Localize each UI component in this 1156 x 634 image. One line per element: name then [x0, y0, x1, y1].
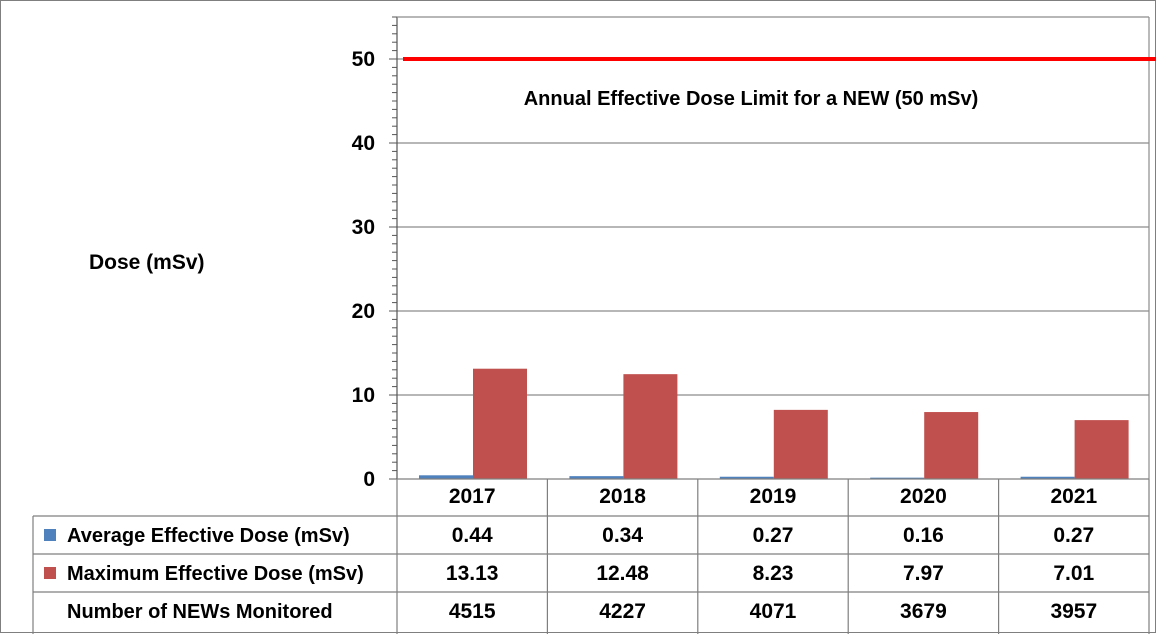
x-tick-label: 2019 — [750, 485, 797, 508]
bar-maximum-2020 — [924, 412, 979, 479]
y-tick-label: 40 — [352, 132, 375, 155]
bars — [419, 368, 1129, 479]
table-cell: 0.44 — [452, 524, 493, 547]
table-row-label: Number of NEWs Monitored — [67, 601, 333, 623]
table-cell: 13.13 — [446, 562, 499, 585]
bar-maximum-2019 — [773, 409, 828, 479]
table-cell: 0.27 — [753, 524, 794, 547]
table-cell: 12.48 — [596, 562, 649, 585]
table-cell: 4227 — [599, 600, 646, 623]
data-table: 2017 2018 2019 2020 2021 Average Effective Do… — [32, 478, 1150, 634]
bar-maximum-2017 — [473, 368, 527, 479]
bar-maximum-2021 — [1074, 420, 1129, 479]
bar-average-2021 — [1020, 476, 1075, 479]
x-tick-label: 2017 — [449, 485, 496, 508]
table-cell: 3679 — [900, 600, 947, 623]
table-cell: 4071 — [750, 600, 797, 623]
bar-maximum-2018 — [623, 374, 678, 479]
y-axis: 0 10 20 30 40 50 — [352, 16, 397, 491]
table-cell: 0.34 — [602, 524, 643, 547]
bar-average-2020 — [870, 477, 925, 479]
table-cell: 0.16 — [903, 524, 944, 547]
bar-average-2018 — [569, 476, 624, 479]
y-axis-title: Dose (mSv) — [89, 251, 205, 274]
y-tick-label: 30 — [352, 216, 375, 239]
legend-swatch — [44, 567, 56, 579]
table-cell: 8.23 — [753, 562, 794, 585]
y-tick-label: 50 — [352, 48, 375, 71]
y-tick-label: 10 — [352, 384, 375, 407]
legend-swatch — [44, 529, 56, 541]
bar-average-2019 — [719, 476, 774, 479]
table-row-label: Average Effective Dose (mSv) — [67, 525, 350, 547]
table-cell: 0.27 — [1053, 524, 1094, 547]
plot-frame — [396, 16, 1150, 479]
table-row-label: Maximum Effective Dose (mSv) — [67, 563, 364, 585]
table-cell: 4515 — [449, 600, 496, 623]
y-tick-label: 0 — [363, 468, 375, 491]
reference-line-label: Annual Effective Dose Limit for a NEW (5… — [524, 88, 979, 110]
x-tick-label: 2021 — [1050, 485, 1097, 508]
bar-average-2017 — [419, 475, 473, 479]
x-tick-label: 2018 — [599, 485, 646, 508]
table-cell: 7.97 — [903, 562, 944, 585]
table-cell: 7.01 — [1053, 562, 1094, 585]
x-tick-label: 2020 — [900, 485, 947, 508]
table-cell: 3957 — [1050, 600, 1097, 623]
y-tick-label: 20 — [352, 300, 375, 323]
